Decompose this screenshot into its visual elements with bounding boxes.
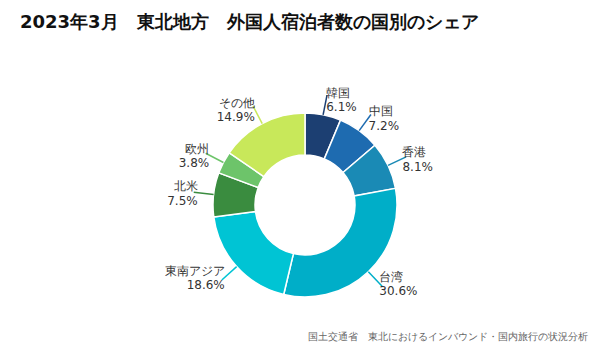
- svg-text:韓国6.1%: 韓国6.1%: [326, 86, 357, 114]
- svg-text:中国7.2%: 中国7.2%: [369, 104, 400, 132]
- svg-text:北米7.5%: 北米7.5%: [167, 179, 198, 207]
- svg-text:台湾30.6%: 台湾30.6%: [379, 270, 417, 298]
- html-text:国土交通省 東北におけるインバウンド・国内旅行の状況分析: 国土交通省 東北におけるインバウンド・国内旅行の状況分析: [308, 331, 588, 342]
- svg-text:欧州3.8%: 欧州3.8%: [179, 142, 210, 170]
- svg-text:東南アジア18.6%: 東南アジア18.6%: [165, 264, 225, 292]
- html-text:2023年3月 東北地方 外国人宿泊者数の国別のシェア: 2023年3月 東北地方 外国人宿泊者数の国別のシェア: [20, 11, 479, 32]
- svg-text:その他14.9%: その他14.9%: [217, 96, 255, 124]
- svg-text:香港8.1%: 香港8.1%: [402, 145, 433, 173]
